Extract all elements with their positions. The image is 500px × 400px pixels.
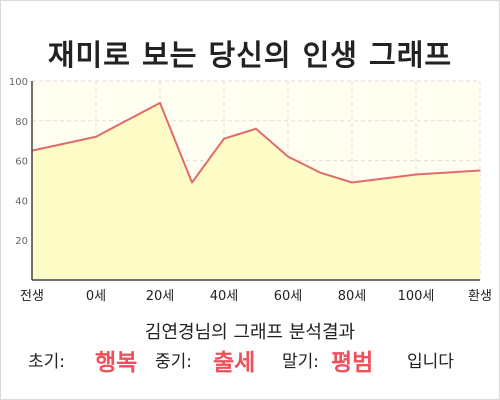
data-point [159,102,161,104]
y-tick-label: 40 [15,196,28,207]
x-tick-label: 환생 [468,289,492,304]
data-point [319,171,321,174]
y-tick-label: 60 [15,157,28,168]
y-tick-label: 80 [15,117,28,128]
result-mid-label: 중기: [155,352,193,372]
data-point [223,137,225,140]
life-graph-chart: 20 40 60 80 100 전생 0세 20세 40세 60세 80세 100세 환생 [9,77,492,304]
data-point [95,135,97,138]
x-tick-label: 40세 [210,289,239,304]
result-late-value: 평범 [331,350,374,376]
data-point [287,155,289,158]
data-point [255,127,257,130]
result-mid-value: 출세 [213,350,256,376]
x-tick-label: 전생 [20,289,44,304]
result-late-label: 말기: [282,352,320,372]
x-tick-label: 100세 [398,289,435,304]
y-tick-label: 100 [9,77,28,88]
x-tick-label: 60세 [274,289,303,304]
page-title: 재미로 보는 당신의 인생 그래프 [47,38,453,72]
series-area [32,102,480,280]
data-point [191,181,193,184]
x-tick-label: 80세 [338,289,367,304]
data-point [351,181,353,184]
x-tick-label: 0세 [86,289,106,304]
y-tick-label: 20 [15,236,28,247]
result-early-label: 초기: [28,352,66,372]
analysis-subtitle: 김연경님의 그래프 분석결과 [144,322,356,343]
result-early-value: 행복 [95,350,138,376]
result-ending: 입니다 [407,352,454,372]
data-point [479,169,481,172]
x-tick-label: 20세 [146,289,175,304]
data-point [415,173,417,176]
